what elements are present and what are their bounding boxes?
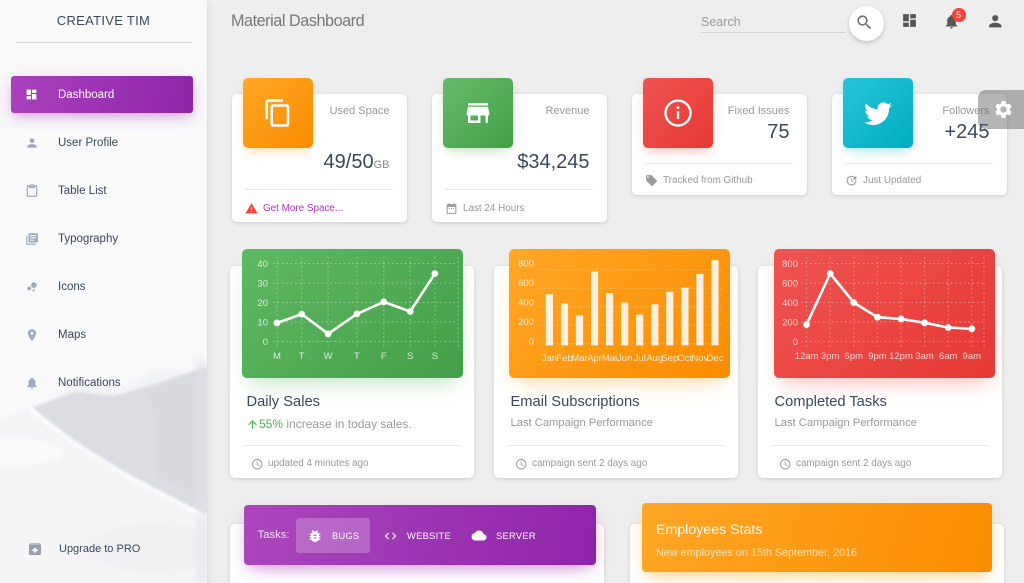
svg-text:Dec: Dec xyxy=(707,353,724,364)
svg-text:Jul: Jul xyxy=(634,353,646,364)
svg-text:Oct: Oct xyxy=(678,353,693,364)
svg-text:S: S xyxy=(432,351,438,362)
svg-text:Nov: Nov xyxy=(691,353,708,364)
svg-text:9pm: 9pm xyxy=(868,351,887,362)
svg-text:Feb: Feb xyxy=(556,353,572,364)
svg-text:3pm: 3pm xyxy=(821,351,840,362)
svg-text:0: 0 xyxy=(263,337,268,348)
svg-text:30: 30 xyxy=(257,279,268,290)
svg-text:20: 20 xyxy=(257,298,268,309)
svg-text:T: T xyxy=(299,351,305,362)
svg-text:10: 10 xyxy=(257,318,268,329)
svg-text:W: W xyxy=(324,351,333,362)
svg-text:800: 800 xyxy=(518,259,534,270)
svg-text:F: F xyxy=(381,351,387,362)
svg-text:0: 0 xyxy=(793,337,798,348)
svg-text:Mar: Mar xyxy=(571,353,587,364)
svg-text:40: 40 xyxy=(257,259,268,270)
svg-text:200: 200 xyxy=(518,317,534,328)
svg-text:S: S xyxy=(407,351,413,362)
svg-text:0: 0 xyxy=(529,337,534,348)
svg-text:9am: 9am xyxy=(963,351,982,362)
svg-text:12am: 12am xyxy=(795,351,819,362)
svg-text:Mai: Mai xyxy=(602,353,617,364)
svg-text:200: 200 xyxy=(782,318,798,329)
svg-text:T: T xyxy=(354,351,360,362)
svg-text:Aug: Aug xyxy=(646,353,663,364)
svg-text:600: 600 xyxy=(782,279,798,290)
svg-text:600: 600 xyxy=(518,278,534,289)
svg-text:12pm: 12pm xyxy=(889,351,913,362)
svg-text:Jun: Jun xyxy=(617,353,632,364)
svg-text:Jan: Jan xyxy=(542,353,557,364)
svg-text:Sep: Sep xyxy=(661,353,678,364)
svg-text:6pm: 6pm xyxy=(845,351,864,362)
svg-text:400: 400 xyxy=(782,298,798,309)
svg-text:3am: 3am xyxy=(915,351,934,362)
svg-text:400: 400 xyxy=(518,298,534,309)
svg-text:M: M xyxy=(273,351,281,362)
svg-text:Apr: Apr xyxy=(587,353,602,364)
svg-text:800: 800 xyxy=(782,259,798,270)
svg-text:6am: 6am xyxy=(939,351,958,362)
